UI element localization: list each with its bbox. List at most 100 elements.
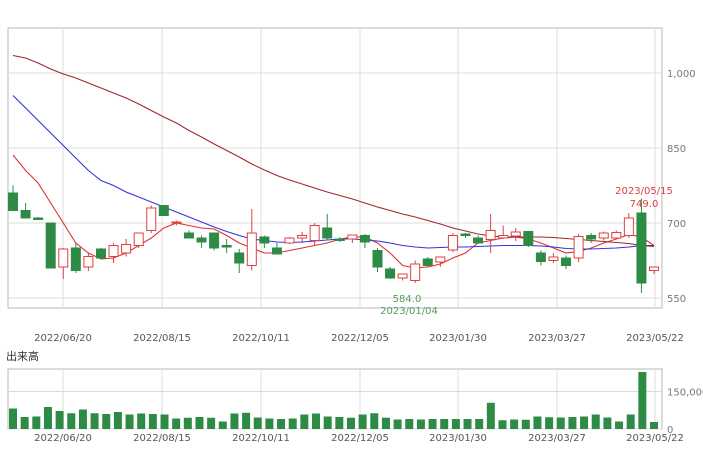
volume-bar (43, 407, 52, 429)
volume-bar (580, 416, 589, 429)
volume-x-tick-label: 2023/03/27 (528, 433, 586, 444)
high-value-annotation: 749.0 (630, 199, 659, 210)
volume-bar (300, 414, 309, 429)
candle-down (209, 232, 220, 249)
volume-bar (335, 417, 344, 429)
volume-bar (102, 414, 111, 429)
candle-up (510, 231, 521, 237)
candle-up (485, 230, 496, 240)
price-x-tick-label: 2022/10/11 (232, 333, 290, 344)
volume-bar (20, 417, 29, 429)
candle-up (347, 234, 358, 240)
volume-bar (242, 412, 251, 429)
volume-bar (358, 414, 367, 429)
candle-up (435, 256, 446, 263)
price-x-tick-label: 2023/03/27 (528, 333, 586, 344)
price-panel: 2022/06/20 2022/08/15 2022/10/11 2022/12/05… (7, 27, 696, 344)
volume-bar (545, 417, 554, 429)
candle-up (611, 232, 622, 239)
candle-down (8, 192, 18, 211)
volume-bar (568, 417, 577, 429)
candle-up (623, 217, 634, 236)
candle-up (309, 225, 320, 241)
volume-bar (137, 413, 146, 429)
candle-up (598, 232, 609, 239)
candle-up (108, 245, 119, 257)
volume-bar (475, 419, 484, 429)
candle-down (523, 231, 534, 246)
volume-bar (591, 414, 600, 429)
volume-x-tick-label: 2023/01/30 (429, 433, 487, 444)
volume-bar (405, 419, 414, 429)
candle-down (322, 227, 333, 239)
candle-up (410, 263, 421, 281)
candle-up (121, 244, 132, 254)
volume-bar (486, 402, 495, 429)
candle-down (535, 252, 546, 262)
volume-bar (218, 421, 227, 429)
volume-bar (346, 417, 355, 429)
volume-x-tick-label: 2022/12/05 (331, 433, 389, 444)
volume-bar (381, 417, 390, 429)
volume-bar (125, 414, 134, 429)
volume-panel: 出来高 2022/06/20 2022/08/15 2022/10/11 2022/12… (6, 349, 703, 444)
volume-bar (277, 419, 286, 429)
candle-down (473, 237, 484, 244)
volume-bar (498, 420, 507, 429)
volume-bar (370, 413, 379, 429)
volume-y-tick-label: 150,000 (667, 388, 703, 399)
volume-bar (195, 417, 204, 429)
ma-mid-line (12, 95, 654, 250)
candle-down (422, 258, 433, 266)
volume-bar (650, 422, 658, 429)
volume-bar (451, 419, 460, 429)
volume-bar (615, 421, 624, 429)
candle-down (259, 236, 270, 244)
price-x-tick-label: 2023/01/30 (429, 333, 487, 344)
volume-bar (67, 413, 76, 429)
candle-down (372, 250, 383, 268)
volume-bar (556, 417, 565, 429)
volume-bar (90, 413, 99, 429)
candle-down (561, 257, 572, 266)
volume-bar (603, 417, 612, 429)
ma-long-line (12, 54, 655, 248)
volume-bar (323, 416, 332, 429)
candle-down (70, 247, 81, 271)
candle-up (146, 207, 157, 231)
candle-up (58, 248, 69, 268)
candle-up (284, 237, 295, 244)
candle-down (359, 235, 370, 243)
volume-bar (9, 408, 17, 429)
candle-up (297, 235, 308, 239)
volume-panel-title: 出来高 (6, 349, 39, 363)
candle-down (196, 237, 207, 243)
price-y-tick-label: 700 (667, 219, 686, 230)
candle-down (33, 217, 44, 220)
volume-bar (207, 417, 216, 429)
volume-x-tick-label: 2022/08/15 (133, 433, 191, 444)
candle-up (171, 221, 182, 224)
volume-bar (230, 413, 239, 429)
volume-x-tick-label: 2023/05/22 (626, 433, 684, 444)
candle-down (45, 222, 56, 269)
volume-bar (265, 418, 274, 429)
volume-bar (160, 414, 169, 429)
candle-down (636, 212, 647, 284)
ma-short-line (12, 154, 655, 269)
candle-down (95, 248, 106, 259)
candle-down (385, 268, 396, 279)
candle-down (271, 247, 282, 255)
volume-bar (428, 419, 437, 429)
volume-bar (113, 412, 122, 429)
volume-bar (78, 409, 87, 429)
low-value-annotation: 584.0 (393, 294, 422, 305)
candle-down (586, 235, 597, 240)
volume-bar (148, 414, 157, 429)
volume-bar (521, 419, 530, 429)
candle-down (183, 232, 194, 239)
volume-bar (55, 411, 64, 429)
volume-bar (533, 416, 542, 429)
volume-bar (416, 419, 425, 429)
candle-down (334, 238, 345, 241)
